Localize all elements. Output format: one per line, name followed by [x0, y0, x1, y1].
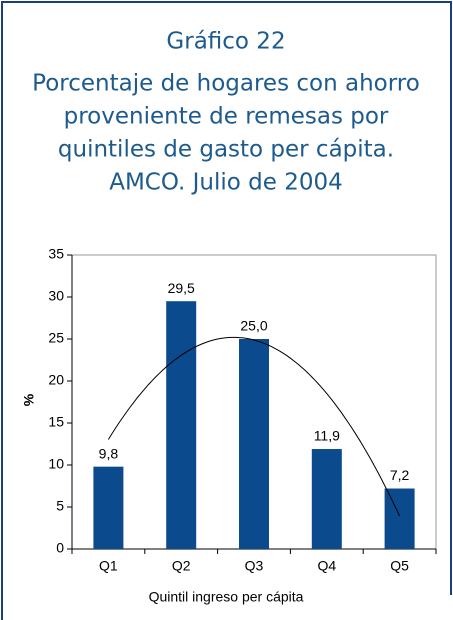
value-label: 7,2 [390, 467, 410, 483]
y-tick-label: 0 [56, 540, 64, 556]
y-tick-label: 25 [48, 330, 64, 346]
chart-title: Gráfico 22 [166, 29, 285, 55]
trendline [107, 336, 401, 517]
chart-subtitle: quintiles de gasto per cápita. [58, 137, 394, 163]
value-label: 25,0 [240, 318, 267, 334]
bar [311, 449, 342, 549]
y-tick-label: 30 [48, 288, 64, 304]
bar [384, 488, 415, 549]
x-tick-label: Q1 [99, 558, 118, 574]
y-tick-label: 5 [56, 498, 64, 514]
chart-subtitle: proveniente de remesas por [64, 104, 389, 130]
x-axis-label: Quintil ingreso per cápita [149, 589, 304, 605]
value-label: 9,8 [99, 445, 119, 461]
y-tick-label: 35 [48, 246, 64, 262]
x-tick-label: Q4 [317, 558, 336, 574]
y-tick-label: 10 [48, 456, 64, 472]
x-tick-label: Q5 [390, 558, 409, 574]
x-tick-label: Q3 [245, 558, 264, 574]
y-axis-label: % [21, 393, 37, 406]
bar [93, 466, 124, 549]
chart-subtitle: AMCO. Julio de 2004 [109, 170, 343, 196]
bar [166, 301, 197, 549]
y-tick-label: 15 [48, 414, 64, 430]
x-tick-label: Q2 [172, 558, 191, 574]
value-label: 11,9 [314, 428, 340, 444]
chart-subtitle: Porcentaje de hogares con ahorro [32, 71, 420, 97]
bar [239, 339, 269, 549]
y-tick-label: 20 [48, 372, 64, 388]
value-label: 29,5 [168, 280, 195, 296]
